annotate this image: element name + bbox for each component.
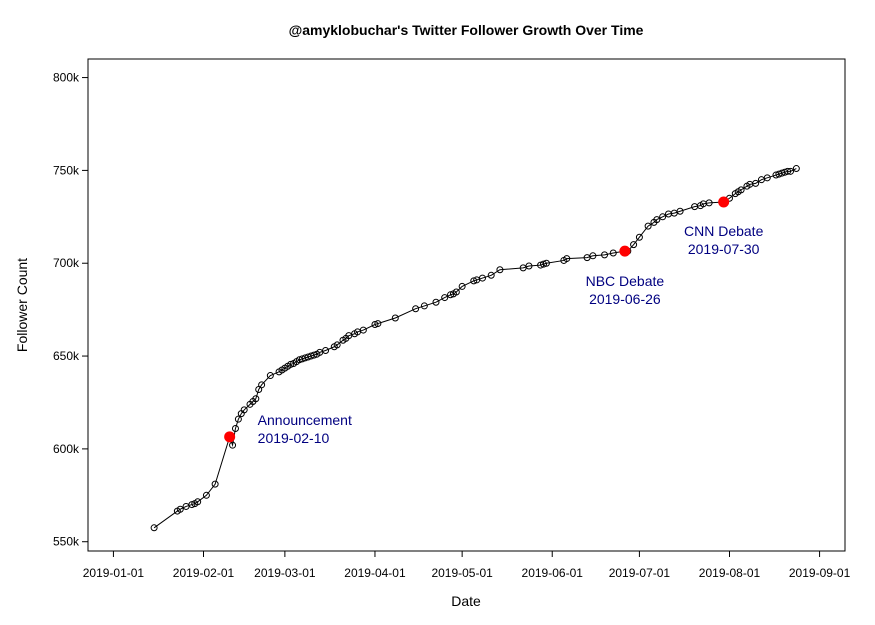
- data-point: [784, 167, 792, 175]
- y-axis: 550k 600k 650k 700k 750k 800k: [53, 71, 88, 549]
- x-tick-label: 2019-07-01: [609, 566, 671, 580]
- data-point: [441, 294, 449, 302]
- data-point: [240, 406, 248, 414]
- data-point: [540, 260, 548, 268]
- data-point: [792, 165, 800, 173]
- data-point: [496, 266, 504, 274]
- data-point: [188, 501, 196, 509]
- data-point: [258, 381, 266, 389]
- data-point: [176, 505, 184, 513]
- highlight-layer: [224, 196, 730, 443]
- x-tick-label: 2019-03-01: [254, 566, 316, 580]
- data-point: [737, 186, 745, 194]
- y-tick-label: 550k: [53, 535, 80, 549]
- event-label: NBC Debate: [586, 273, 665, 289]
- data-point: [194, 498, 202, 506]
- y-axis-label: Follower Count: [14, 258, 30, 352]
- data-point: [787, 167, 795, 175]
- y-tick-label: 700k: [53, 256, 80, 270]
- data-point: [470, 277, 478, 285]
- data-point: [211, 480, 219, 488]
- data-point: [150, 524, 158, 532]
- event-marker: [718, 196, 730, 208]
- x-axis-label: Date: [451, 593, 481, 609]
- data-point: [202, 491, 210, 499]
- data-point: [653, 216, 661, 224]
- x-tick-label: 2019-09-01: [789, 566, 851, 580]
- data-point: [420, 302, 428, 310]
- data-point: [589, 252, 597, 260]
- data-point: [391, 314, 399, 322]
- data-point: [542, 259, 550, 267]
- data-point: [630, 241, 638, 249]
- x-tick-label: 2019-04-01: [344, 566, 406, 580]
- data-point: [659, 213, 667, 221]
- data-point: [458, 282, 466, 290]
- data-point: [635, 233, 643, 241]
- event-label: Announcement: [258, 412, 352, 428]
- y-tick-label: 750k: [53, 163, 80, 177]
- data-point: [359, 326, 367, 334]
- y-tick-label: 800k: [53, 71, 80, 85]
- x-tick-label: 2019-05-01: [431, 566, 493, 580]
- x-tick-label: 2019-06-01: [522, 566, 584, 580]
- x-tick-label: 2019-08-01: [699, 566, 761, 580]
- data-point: [447, 291, 455, 299]
- x-tick-label: 2019-01-01: [83, 566, 145, 580]
- data-point: [676, 207, 684, 215]
- data-point: [333, 341, 341, 349]
- data-point: [432, 298, 440, 306]
- data-point: [525, 262, 533, 270]
- data-point: [644, 222, 652, 230]
- series-layer: [150, 165, 800, 532]
- x-tick-label: 2019-02-01: [173, 566, 235, 580]
- event-date-label: 2019-02-10: [258, 430, 330, 446]
- annotation-layer: Announcement 2019-02-10 NBC Debate 2019-06-…: [258, 223, 764, 446]
- data-point: [252, 395, 260, 403]
- data-point: [487, 271, 495, 279]
- data-point: [763, 174, 771, 182]
- data-point: [752, 179, 760, 187]
- data-point: [266, 372, 274, 380]
- data-point: [478, 274, 486, 282]
- data-point: [563, 255, 571, 263]
- data-point: [371, 320, 379, 328]
- data-point: [229, 441, 237, 449]
- event-marker: [224, 431, 236, 443]
- x-axis: 2019-01-01 2019-02-01 2019-03-01 2019-04-01…: [83, 551, 851, 580]
- data-point: [705, 199, 713, 207]
- chart-title: @amyklobuchar's Twitter Follower Growth …: [289, 22, 644, 38]
- data-point: [234, 415, 242, 423]
- data-point: [412, 305, 420, 313]
- event-marker: [619, 245, 631, 257]
- data-point: [374, 320, 382, 328]
- event-date-label: 2019-07-30: [688, 241, 760, 257]
- y-tick-label: 650k: [53, 349, 80, 363]
- plot-frame: [87, 58, 846, 552]
- data-point: [452, 288, 460, 296]
- data-point: [231, 424, 239, 432]
- data-point: [601, 251, 609, 259]
- data-point: [322, 346, 330, 354]
- event-label: CNN Debate: [684, 223, 764, 239]
- data-point: [287, 360, 295, 368]
- data-point: [609, 249, 617, 257]
- y-tick-label: 600k: [53, 442, 80, 456]
- data-point: [310, 351, 318, 359]
- event-date-label: 2019-06-26: [589, 291, 661, 307]
